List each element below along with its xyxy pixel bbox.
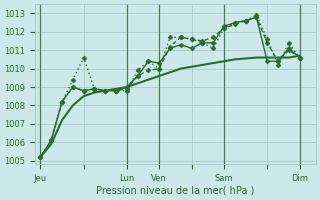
X-axis label: Pression niveau de la mer( hPa ): Pression niveau de la mer( hPa ) [96,186,255,196]
